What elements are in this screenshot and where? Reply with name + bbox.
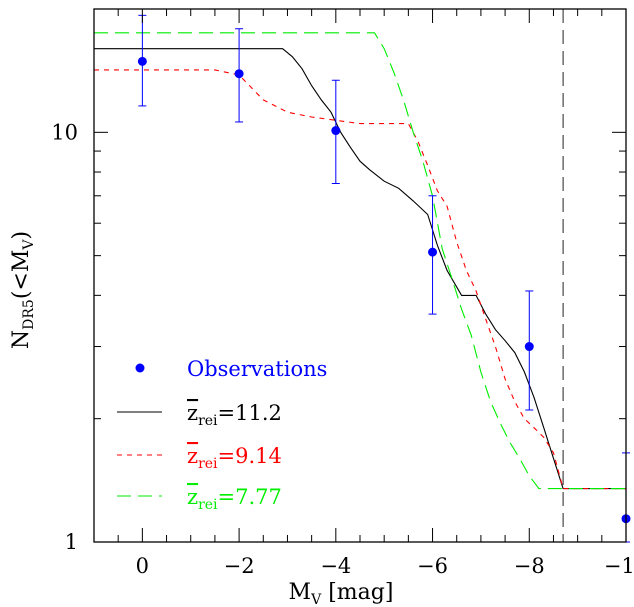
x-tick-label: −2: [224, 554, 255, 578]
y-axis-label-post: ): [9, 231, 34, 240]
x-tick-label: −6: [417, 554, 448, 578]
legend-label-series-1: zrei=11.2: [187, 401, 282, 429]
legend: Observations zrei=11.2 zrei=9.14 zrei=7.…: [117, 357, 327, 513]
legend-label-observations: Observations: [187, 357, 327, 381]
legend-label-series-3: zrei=7.77: [187, 485, 282, 513]
legend-label-series-1-sub: rei: [198, 413, 218, 429]
x-axis-label-rest: [mag]: [321, 580, 393, 605]
legend-label-series-1-main: z: [187, 401, 198, 425]
observation-point: [331, 126, 341, 136]
x-axis-label-sub: V: [310, 592, 322, 607]
observation-point: [524, 342, 534, 352]
legend-label-series-1-value: =11.2: [218, 401, 282, 425]
axis-ticks: 0 −2 −4 −6 −8 −10 1 10: [51, 8, 634, 578]
y-axis-label: NDR5(<MV): [9, 231, 37, 349]
y-axis-label-pre: N: [9, 330, 34, 349]
series-line-3: [94, 32, 626, 490]
series-line-1: [94, 48, 626, 490]
legend-label-series-3-main: z: [187, 485, 198, 509]
plot-area: [94, 9, 631, 543]
y-axis-label-sub2: V: [21, 239, 37, 251]
x-axis-label: MV [mag]: [289, 580, 394, 607]
legend-label-series-2-value: =9.14: [218, 444, 282, 468]
series-line-2: [94, 69, 626, 490]
y-axis-label-mid: (<M: [9, 250, 34, 300]
y-axis-label-sub1: DR5: [21, 299, 37, 330]
observation-point: [234, 69, 244, 79]
legend-marker-observations: [135, 363, 145, 373]
legend-label-series-2-sub: rei: [198, 456, 218, 472]
legend-label-series-3-value: =7.77: [218, 485, 282, 509]
y-tick-label: 1: [65, 530, 78, 554]
x-tick-label: −10: [604, 554, 634, 578]
x-axis-label-main: M: [289, 580, 312, 605]
x-tick-label: −4: [320, 554, 351, 578]
legend-label-series-2-main: z: [187, 444, 198, 468]
observation-point: [428, 247, 438, 257]
plot-frame: [93, 8, 627, 543]
y-tick-label: 10: [51, 120, 78, 144]
legend-label-series-3-sub: rei: [198, 497, 218, 513]
x-tick-label: 0: [136, 554, 149, 578]
legend-label-series-2: zrei=9.14: [187, 444, 282, 472]
observation-point: [137, 56, 147, 66]
x-tick-label: −8: [514, 554, 545, 578]
